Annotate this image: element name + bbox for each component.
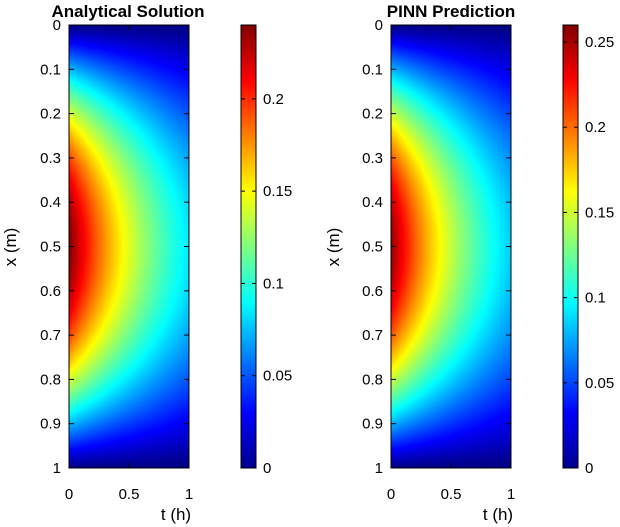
x-axis-label: t (h)	[483, 505, 513, 524]
y-tick-label: 1	[375, 460, 383, 477]
colorbar-tick-label: 0.25	[585, 34, 614, 51]
y-tick-label: 0.6	[40, 283, 61, 300]
heatmap-plot	[68, 24, 190, 469]
colorbar-ticks: 0 0.05 0.1 0.15 0.2	[241, 91, 292, 477]
x-axis-label: t (h)	[161, 505, 191, 524]
panel-pinn: PINN Prediction 0 0.1 0.2 0.3 0.4 0.5 0.6 0.7 0.…	[324, 2, 614, 524]
y-tick-label: 0.1	[40, 61, 61, 78]
y-axis-label: x (m)	[1, 228, 20, 267]
colorbar-tick-label: 0.05	[263, 368, 292, 385]
y-tick-label: 0.1	[362, 61, 383, 78]
y-tick-label: 0.4	[362, 194, 383, 211]
y-tick-label: 0.5	[362, 239, 383, 256]
y-tick-label: 0.4	[40, 194, 61, 211]
chart-title: PINN Prediction	[387, 2, 515, 21]
y-tick-label: 0.7	[362, 327, 383, 344]
colorbar-gradient	[562, 24, 579, 469]
colorbar: 0 0.05 0.1 0.15 0.2 0.25	[562, 24, 614, 477]
y-tick-label: 0.8	[362, 371, 383, 388]
x-tick-label: 1	[507, 486, 515, 503]
colorbar-tick-label: 0	[263, 460, 271, 477]
colorbar-tick-label: 0.2	[585, 119, 606, 136]
y-tick-label: 0.3	[362, 150, 383, 167]
y-tick-label: 0.9	[362, 416, 383, 433]
y-tick-label: 0.2	[40, 106, 61, 123]
y-axis: 0 0.1 0.2 0.3 0.4 0.5 0.6 0.7 0.8 0.9 1	[362, 17, 511, 477]
chart-title: Analytical Solution	[51, 2, 204, 21]
y-tick-label: 0.6	[362, 283, 383, 300]
x-tick-label: 0.5	[119, 486, 140, 503]
heatmap-canvas	[391, 25, 511, 468]
y-tick-label: 0.2	[362, 106, 383, 123]
colorbar-tick-label: 0.1	[263, 275, 284, 292]
y-tick-label: 0.5	[40, 239, 61, 256]
colorbar-ticks: 0 0.05 0.1 0.15 0.2 0.25	[563, 34, 614, 477]
colorbar-gradient	[240, 24, 257, 469]
x-tick-label: 0	[387, 486, 395, 503]
x-axis: 0 0.5 1	[65, 25, 193, 503]
x-axis: 0 0.5 1	[387, 25, 515, 503]
colorbar-tick-label: 0.2	[263, 91, 284, 108]
x-tick-label: 0.5	[441, 486, 462, 503]
heatmap-canvas	[69, 25, 189, 468]
y-tick-label: 0.9	[40, 416, 61, 433]
x-tick-label: 0	[65, 486, 73, 503]
y-tick-label: 0	[53, 17, 61, 34]
y-tick-label: 0.3	[40, 150, 61, 167]
colorbar-tick-label: 0.05	[585, 375, 614, 392]
x-tick-label: 1	[185, 486, 193, 503]
y-tick-label: 0.8	[40, 371, 61, 388]
colorbar: 0 0.05 0.1 0.15 0.2	[240, 24, 292, 477]
panel-analytical: Analytical Solution 00.10.20.30.40.50.60…	[1, 2, 292, 524]
heatmap-plot	[390, 24, 512, 469]
colorbar-tick-label: 0	[585, 460, 593, 477]
y-axis-label: x (m)	[324, 228, 343, 267]
colorbar-tick-label: 0.15	[263, 183, 292, 200]
colorbar-tick-label: 0.15	[585, 204, 614, 221]
y-axis: 0 0.1 0.2 0.3 0.4 0.5 0.6 0.7 0.8 0.9 1	[40, 17, 189, 477]
y-tick-label: 1	[53, 460, 61, 477]
y-tick-label: 0.7	[40, 327, 61, 344]
colorbar-tick-label: 0.1	[585, 290, 606, 307]
y-tick-label: 0	[375, 17, 383, 34]
